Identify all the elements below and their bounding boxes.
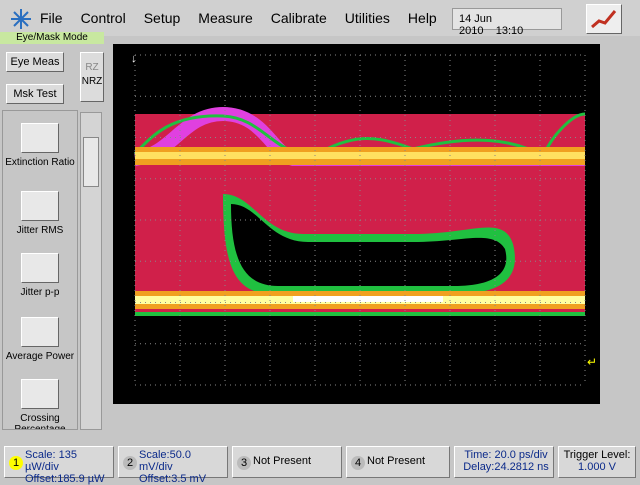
channel-number[interactable]: 4 (351, 456, 365, 470)
clock: 14 Jun 2010 13:10 (452, 8, 562, 37)
scale: Scale: 135 µW/div (25, 449, 77, 473)
waveform-display: ↓ ↵ (113, 44, 600, 404)
measure-icon[interactable] (21, 379, 59, 409)
rz-nrz-toggle[interactable]: RZ NRZ (80, 52, 104, 102)
status: Not Present (253, 455, 312, 467)
channel-3[interactable]: 3 Not Present (232, 446, 342, 478)
channel-number[interactable]: 2 (123, 456, 137, 470)
menu-item[interactable]: Control (80, 10, 126, 26)
menu-item[interactable]: Utilities (344, 10, 390, 26)
scale: Scale:50.0 mV/div (139, 449, 191, 473)
measurement[interactable]: Extinction Ratio (5, 157, 75, 168)
measure-icon[interactable] (21, 191, 59, 221)
time: 13:10 (495, 25, 524, 37)
channel-number[interactable]: 1 (9, 456, 23, 470)
timebase[interactable]: Time: 20.0 ps/div Delay:24.2812 ns (454, 446, 554, 478)
eye-meas-button[interactable]: Eye Meas (6, 52, 64, 72)
offset: Offset:3.5 mV (139, 473, 207, 485)
measurement[interactable]: Crossing Percentage (14, 413, 66, 430)
channel-4[interactable]: 4 Not Present (346, 446, 450, 478)
measurement[interactable]: Jitter p-p (20, 287, 60, 298)
scrollbar[interactable] (80, 112, 102, 430)
channel-number[interactable]: 3 (237, 456, 251, 470)
msk-test-button[interactable]: Msk Test (6, 84, 64, 104)
menu-item[interactable]: File (40, 10, 63, 26)
measure-icon[interactable] (21, 123, 59, 153)
channel-2[interactable]: 2 Scale:50.0 mV/div Offset:3.5 mV (118, 446, 228, 485)
menu-item[interactable]: Help (407, 10, 437, 26)
mode-label: Eye/Mask Mode (0, 32, 104, 44)
menu-item[interactable]: Calibrate (270, 10, 327, 26)
svg-text:↵: ↵ (587, 355, 597, 369)
trigger[interactable]: Trigger Level: 1.000 V (558, 446, 636, 478)
channel-1[interactable]: 1 Scale: 135 µW/div Offset:185.9 µW (4, 446, 114, 485)
nrz[interactable]: NRZ (81, 76, 103, 87)
measure-icon[interactable] (21, 253, 59, 283)
offset: Offset:185.9 µW (25, 473, 105, 485)
measurement-list: Extinction Ratio Jitter RMS Jitter p-p A… (2, 110, 78, 430)
time-scale: Time: 20.0 ps/div (464, 449, 548, 461)
measurement[interactable]: Average Power (5, 351, 75, 362)
menu-item[interactable]: Setup (143, 10, 181, 26)
measure-icon[interactable] (21, 317, 59, 347)
date: 14 Jun 2010 (459, 13, 493, 37)
trigger-level: 1.000 V (578, 461, 616, 473)
status: Not Present (367, 455, 426, 467)
autoscale-button[interactable] (586, 4, 622, 34)
trigger-label: Trigger Level: (563, 449, 631, 461)
measurement[interactable]: Jitter RMS (16, 225, 64, 236)
logo (11, 9, 31, 29)
rz[interactable]: RZ (85, 62, 99, 73)
svg-text:↓: ↓ (131, 53, 137, 65)
delay: Delay:24.2812 ns (463, 461, 549, 473)
menu-item[interactable]: Measure (198, 10, 253, 26)
